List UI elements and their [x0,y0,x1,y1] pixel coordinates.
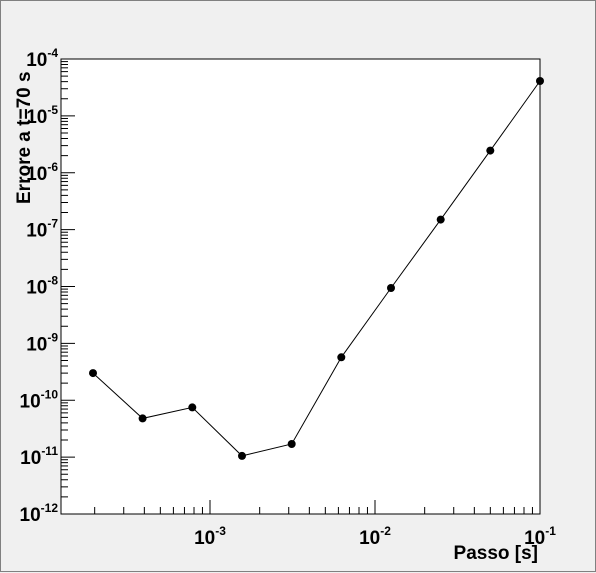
y-tick-label: 10-5 [26,103,58,128]
data-point [287,440,296,448]
data-point [486,146,495,155]
data-point [138,414,147,423]
y-tick-label: 10-7 [26,217,58,242]
data-point [337,353,346,362]
data-point [536,77,544,85]
plot-frame [60,58,541,515]
y-tick-label: 10-8 [26,274,58,299]
data-point [188,403,197,412]
y-tick-label: 10-9 [26,330,58,355]
y-tick-label: 10-11 [20,444,58,469]
y-axis-title: Errore a t=70 s [14,71,35,204]
series-line [92,80,541,457]
x-axis-title: Passo [s] [454,543,538,564]
x-tick-label: 10-3 [194,524,226,549]
y-tick-label: 10-10 [20,387,59,412]
data-point [89,369,97,378]
data-point [436,215,445,224]
x-tick-label: 10-1 [524,524,556,549]
y-tick-label: 10-4 [26,46,58,71]
data-point [387,284,395,292]
data-point [238,451,246,460]
y-tick-label: 10-6 [26,160,58,185]
x-tick-label: 10-2 [359,524,391,549]
y-tick-label: 10-12 [20,501,59,526]
